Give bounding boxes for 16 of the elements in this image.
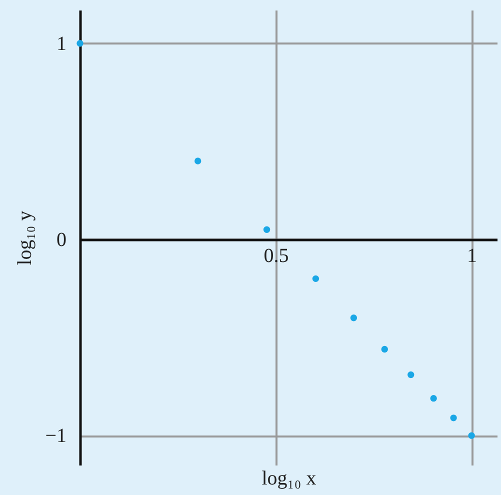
point (468, 432, 475, 439)
y-axis-title: log₁₀ y (14, 210, 36, 266)
point (430, 394, 437, 402)
point (450, 414, 457, 422)
point (312, 275, 320, 282)
point (76, 40, 84, 47)
point (381, 346, 388, 353)
point (350, 314, 358, 322)
x-axis-title: log₁₀ x (262, 468, 316, 490)
point (263, 226, 270, 234)
point (408, 371, 414, 378)
point (194, 158, 202, 164)
y-tick-label: 1 (56, 32, 66, 55)
x-tick-label: 0.5 (264, 244, 289, 267)
y-tick-label: −1 (45, 425, 66, 448)
y-tick-label: 0 (56, 228, 66, 251)
